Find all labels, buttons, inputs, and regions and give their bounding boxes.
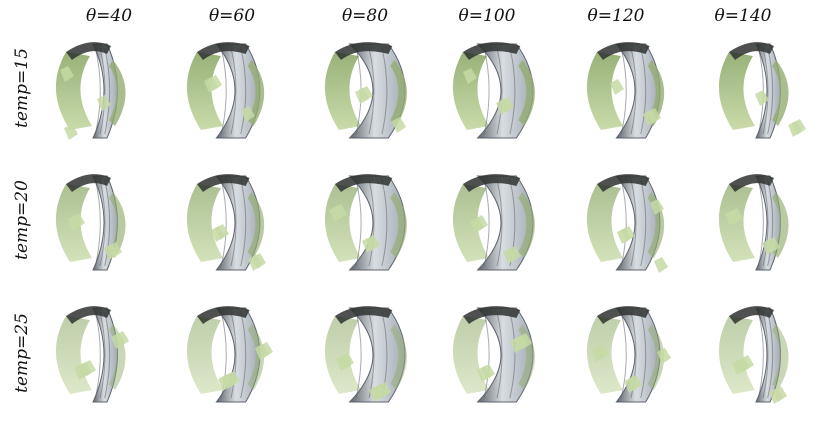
tire-render <box>452 306 535 403</box>
tire-render <box>324 42 407 139</box>
tire-render <box>586 42 665 139</box>
reconstruction-image-25-140 <box>688 294 808 414</box>
sidewall-inner <box>718 52 755 130</box>
sidewall-inner <box>55 316 92 394</box>
sidewall-inner <box>718 316 755 394</box>
reconstruction-image-15-40 <box>55 30 175 150</box>
tire-render <box>586 174 668 273</box>
sidewall-inner <box>586 52 623 130</box>
tire-render <box>718 174 789 271</box>
sidewall-inner <box>452 316 489 394</box>
tread-band <box>476 175 534 271</box>
tire-render <box>718 42 806 139</box>
column-label-theta-140: θ=140 <box>714 6 772 26</box>
column-label-theta-80: θ=80 <box>341 6 389 26</box>
sidewall-inner <box>324 52 361 130</box>
tire-render <box>452 174 535 271</box>
column-label-theta-120: θ=120 <box>587 6 645 26</box>
reconstruction-image-15-60 <box>180 30 300 150</box>
sidewall-inner <box>324 184 361 262</box>
sidewall-inner <box>186 184 223 262</box>
sidewall-inner <box>452 52 489 130</box>
reconstruction-image-15-100 <box>434 30 554 150</box>
reconstruction-image-20-120 <box>562 162 682 282</box>
tire-render <box>55 42 126 140</box>
tread-band <box>348 175 406 271</box>
reconstruction-image-15-80 <box>312 30 432 150</box>
tire-render <box>324 306 407 403</box>
sidewall-inner <box>55 52 92 130</box>
column-label-theta-60: θ=60 <box>208 6 256 26</box>
sidewall-inner <box>586 184 623 262</box>
tread-band <box>348 307 406 403</box>
reconstruction-image-25-40 <box>55 294 175 414</box>
reconstruction-image-20-40 <box>55 162 175 282</box>
tire-render <box>718 306 789 404</box>
tire-render <box>186 42 265 139</box>
reconstruction-image-25-100 <box>434 294 554 414</box>
tire-render <box>452 42 535 139</box>
reconstruction-image-15-140 <box>688 30 808 150</box>
tire-render <box>55 174 126 271</box>
sidewall-inner <box>324 316 361 394</box>
reconstruction-image-20-100 <box>434 162 554 282</box>
sidewall-inner <box>186 52 223 130</box>
column-label-theta-40: θ=40 <box>85 6 133 26</box>
reconstruction-image-25-120 <box>562 294 682 414</box>
reconstruction-image-25-60 <box>180 294 300 414</box>
tread-band <box>348 43 406 139</box>
tire-render <box>186 174 266 271</box>
column-label-theta-100: θ=100 <box>458 6 516 26</box>
tread-band <box>476 307 534 403</box>
sidewall-inner <box>186 316 223 394</box>
reconstruction-image-20-60 <box>180 162 300 282</box>
reconstruction-image-15-120 <box>562 30 682 150</box>
tire-render <box>586 306 671 403</box>
tire-render <box>324 174 407 271</box>
tire-render <box>186 306 273 403</box>
reconstruction-image-20-80 <box>312 162 432 282</box>
tread-band <box>476 43 534 139</box>
sidewall-inner <box>718 184 755 262</box>
tire-render <box>55 306 129 403</box>
reconstruction-image-25-80 <box>312 294 432 414</box>
reconstruction-image-20-140 <box>688 162 808 282</box>
